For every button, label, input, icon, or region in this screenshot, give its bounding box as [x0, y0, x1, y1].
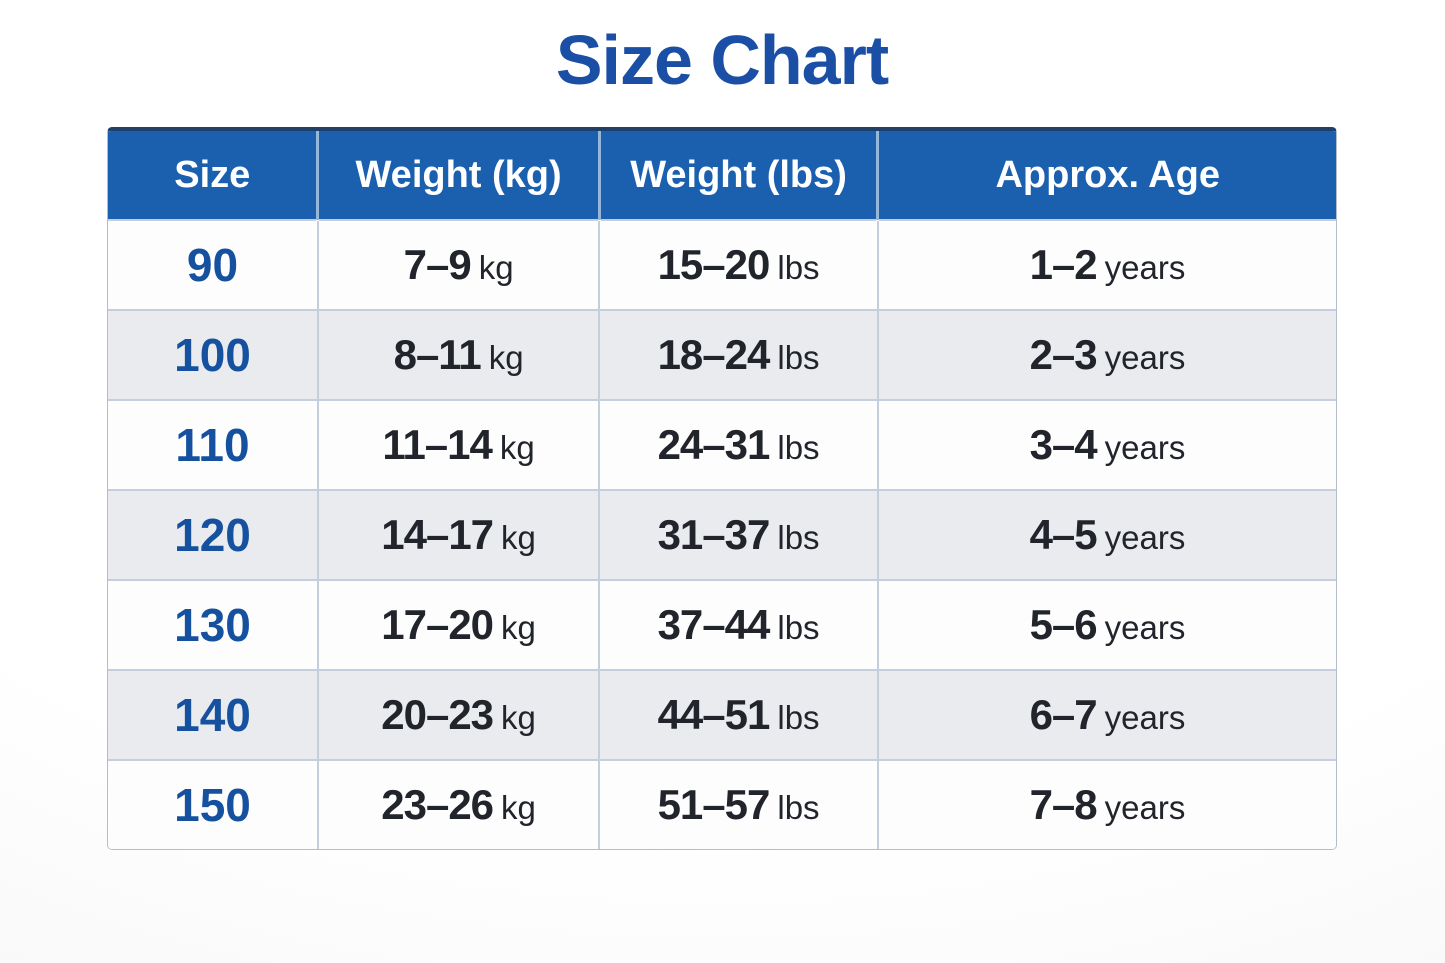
table-row: 90 7–9 kg 15–20 lbs 1–2 years: [108, 219, 1336, 310]
column-header-weight-lbs: Weight (lbs): [597, 131, 878, 220]
page-title: Size Chart: [555, 21, 889, 99]
age-cell: 7–8 years: [876, 759, 1336, 849]
weight-lbs-cell: 51–57 lbs: [598, 759, 878, 849]
weight-kg-cell: 20–23 kg: [316, 669, 600, 760]
weight-kg-cell: 23–26 kg: [316, 759, 600, 849]
weight-kg-cell: 7–9 kg: [316, 219, 600, 310]
table-header-row: Size Weight (kg) Weight (lbs) Approx. Ag…: [108, 131, 1336, 220]
table-row: 150 23–26 kg 51–57 lbs 7–8 years: [108, 759, 1336, 849]
age-cell: 1–2 years: [876, 219, 1336, 310]
column-header-size: Size: [108, 131, 318, 220]
weight-kg-cell: 8–11 kg: [316, 309, 600, 400]
age-cell: 4–5 years: [876, 489, 1336, 580]
weight-lbs-cell: 15–20 lbs: [598, 219, 878, 310]
weight-lbs-cell: 31–37 lbs: [598, 489, 878, 580]
weight-lbs-cell: 37–44 lbs: [598, 579, 878, 670]
weight-kg-cell: 17–20 kg: [316, 579, 600, 670]
size-cell: 130: [108, 579, 318, 670]
table-row: 140 20–23 kg 44–51 lbs 6–7 years: [108, 669, 1336, 760]
size-cell: 120: [108, 489, 318, 580]
table-row: 120 14–17 kg 31–37 lbs 4–5 years: [108, 489, 1336, 580]
weight-lbs-cell: 44–51 lbs: [598, 669, 878, 760]
weight-lbs-cell: 24–31 lbs: [598, 399, 878, 490]
table-row: 100 8–11 kg 18–24 lbs 2–3 years: [108, 309, 1336, 400]
age-cell: 6–7 years: [876, 669, 1336, 760]
table-row: 110 11–14 kg 24–31 lbs 3–4 years: [108, 399, 1336, 490]
size-cell: 90: [108, 219, 318, 310]
size-cell: 150: [108, 759, 318, 849]
size-chart-table: Size Weight (kg) Weight (lbs) Approx. Ag…: [108, 131, 1336, 849]
weight-kg-cell: 11–14 kg: [316, 399, 600, 490]
size-cell: 140: [108, 669, 318, 760]
size-cell: 100: [108, 309, 318, 400]
column-header-weight-kg: Weight (kg): [316, 131, 600, 220]
size-chart-table-container: Size Weight (kg) Weight (lbs) Approx. Ag…: [107, 127, 1337, 850]
column-header-approx-age: Approx. Age: [876, 131, 1336, 220]
table-body: 90 7–9 kg 15–20 lbs 1–2 years 100 8–11 kg 18–24 lbs…: [108, 219, 1336, 849]
size-cell: 110: [108, 399, 318, 490]
age-cell: 3–4 years: [876, 399, 1336, 490]
table-row: 130 17–20 kg 37–44 lbs 5–6 years: [108, 579, 1336, 670]
weight-kg-cell: 14–17 kg: [316, 489, 600, 580]
age-cell: 2–3 years: [876, 309, 1336, 400]
age-cell: 5–6 years: [876, 579, 1336, 670]
weight-lbs-cell: 18–24 lbs: [598, 309, 878, 400]
